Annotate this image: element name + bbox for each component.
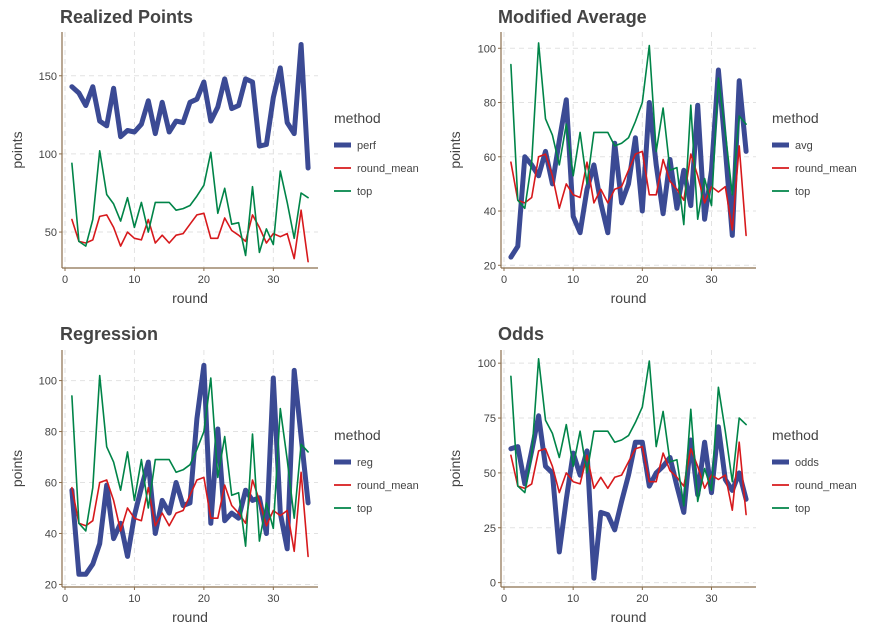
- chart-title: Odds: [498, 324, 544, 344]
- x-tick-label: 20: [636, 274, 648, 286]
- series-line-reg: [69, 362, 311, 577]
- x-tick-label: 10: [128, 274, 140, 286]
- series-line-round-mean: [510, 441, 747, 516]
- y-tick-label: 20: [45, 579, 57, 591]
- y-tick-label: 40: [45, 528, 57, 540]
- series-line-round-mean: [71, 209, 309, 263]
- chart-title: Realized Points: [60, 7, 193, 27]
- chart-panel: Odds 0 25 50 75 100 0 10 20 30 round points method od…: [447, 324, 857, 625]
- legend-label: top: [795, 503, 810, 515]
- chart-title: Modified Average: [498, 7, 647, 27]
- legend-title: method: [334, 110, 381, 126]
- x-tick-label: 0: [62, 593, 68, 605]
- x-tick-label: 20: [198, 274, 210, 286]
- x-tick-label: 10: [567, 593, 579, 605]
- x-axis-label: round: [611, 290, 647, 306]
- series-line-round-mean: [510, 145, 747, 237]
- y-tick-label: 100: [478, 43, 496, 55]
- legend-label: round_mean: [357, 163, 419, 175]
- y-axis-label: points: [447, 131, 463, 168]
- y-axis-label: points: [447, 450, 463, 487]
- series-line-round-mean: [71, 471, 309, 558]
- legend-label: perf: [357, 140, 377, 152]
- x-axis-label: round: [611, 609, 647, 625]
- y-tick-label: 75: [484, 413, 496, 425]
- legend-title: method: [772, 110, 819, 126]
- x-tick-label: 30: [267, 593, 279, 605]
- series-line-top: [510, 42, 747, 226]
- x-tick-label: 30: [267, 274, 279, 286]
- chart-panel: Modified Average 20 40 60 80 100 0 10 20 30 round p…: [447, 7, 857, 306]
- legend-label: top: [357, 186, 372, 198]
- x-tick-label: 30: [705, 274, 717, 286]
- legend-title: method: [772, 427, 819, 443]
- series-line-avg: [508, 67, 749, 260]
- legend-label: top: [357, 503, 372, 515]
- x-tick-label: 0: [501, 274, 507, 286]
- legend-label: avg: [795, 140, 813, 152]
- series-line-top: [510, 357, 747, 507]
- y-tick-label: 50: [45, 227, 57, 239]
- legend-label: round_mean: [795, 163, 857, 175]
- legend-label: top: [795, 186, 810, 198]
- legend-label: odds: [795, 457, 819, 469]
- x-axis-label: round: [172, 290, 208, 306]
- y-tick-label: 40: [484, 206, 496, 218]
- x-tick-label: 0: [62, 274, 68, 286]
- x-tick-label: 20: [198, 593, 210, 605]
- chart-panel: Regression 20 40 60 80 100 0 10 20 30 round points m…: [9, 324, 419, 625]
- series-line-perf: [69, 42, 311, 171]
- y-tick-label: 80: [484, 98, 496, 110]
- y-tick-label: 60: [45, 478, 57, 490]
- chart-title: Regression: [60, 324, 158, 344]
- x-tick-label: 10: [128, 593, 140, 605]
- y-tick-label: 0: [490, 578, 496, 590]
- y-tick-label: 150: [39, 71, 57, 83]
- legend-label: reg: [357, 457, 373, 469]
- legend-title: method: [334, 427, 381, 443]
- x-tick-label: 10: [567, 274, 579, 286]
- series-line-top: [71, 374, 309, 547]
- y-tick-label: 100: [39, 149, 57, 161]
- chart-panel: Realized Points 50 100 150 0 10 20 30 round point…: [9, 7, 419, 306]
- x-tick-label: 0: [501, 593, 507, 605]
- y-tick-label: 60: [484, 152, 496, 164]
- y-tick-label: 25: [484, 523, 496, 535]
- y-axis-label: points: [9, 450, 25, 487]
- y-axis-label: points: [9, 131, 25, 168]
- y-tick-label: 50: [484, 468, 496, 480]
- y-tick-label: 80: [45, 427, 57, 439]
- series-line-top: [71, 150, 309, 257]
- x-tick-label: 30: [705, 593, 717, 605]
- y-tick-label: 100: [39, 376, 57, 388]
- x-tick-label: 20: [636, 593, 648, 605]
- y-tick-label: 20: [484, 260, 496, 272]
- y-tick-label: 100: [478, 358, 496, 370]
- x-axis-label: round: [172, 609, 208, 625]
- legend-label: round_mean: [795, 480, 857, 492]
- series-line-odds: [508, 413, 749, 581]
- legend-label: round_mean: [357, 480, 419, 492]
